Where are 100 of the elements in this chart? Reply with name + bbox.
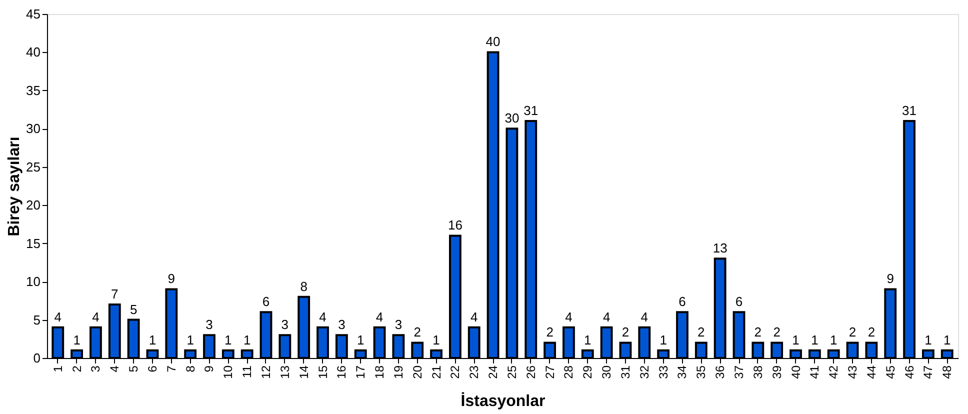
data-label: 3 (206, 317, 213, 332)
x-tick-label: 14 (296, 365, 311, 379)
y-axis-title: Birey sayıları (6, 136, 24, 236)
data-label: 4 (92, 309, 100, 324)
x-tick-label: 27 (542, 365, 557, 379)
data-label: 1 (243, 332, 251, 348)
data-label: 3 (338, 317, 346, 332)
x-tick-label: 36 (713, 365, 728, 379)
x-tick-label: 31 (618, 365, 632, 379)
x-tick-label: 12 (259, 365, 273, 379)
x-tick-label: 39 (770, 365, 784, 379)
x-tick-label: 33 (656, 365, 670, 379)
x-tick-label: 2 (70, 365, 84, 372)
x-tick-label: 26 (524, 365, 538, 379)
y-tick-label: 10 (26, 274, 40, 290)
data-label: 2 (414, 324, 421, 340)
x-tick-label: 23 (467, 365, 482, 379)
y-tick-label: 0 (33, 350, 40, 366)
x-tick-label: 35 (694, 365, 708, 379)
data-label: 2 (622, 324, 630, 340)
data-label: 6 (678, 294, 686, 310)
data-label: 1 (186, 332, 194, 348)
x-tick-label: 13 (278, 365, 292, 379)
y-tick-label: 5 (33, 312, 40, 328)
data-label: 2 (848, 324, 856, 340)
x-tick-label: 22 (448, 365, 462, 379)
x-tick-label: 30 (600, 365, 614, 379)
data-label: 2 (546, 324, 554, 340)
data-label: 3 (394, 317, 402, 332)
data-label: 4 (319, 309, 326, 324)
y-tick-label: 15 (26, 236, 40, 251)
data-label: 2 (773, 324, 780, 340)
data-label: 2 (868, 324, 876, 340)
data-label: 1 (944, 332, 951, 348)
x-tick-label: 38 (750, 365, 765, 379)
data-label: 1 (224, 332, 232, 348)
data-label: 4 (640, 309, 648, 324)
data-label: 3 (281, 317, 289, 332)
data-label: 31 (524, 103, 538, 118)
data-label: 1 (830, 332, 838, 348)
x-tick-label: 8 (183, 365, 198, 372)
data-label: 4 (54, 309, 62, 324)
x-tick-label: 42 (826, 365, 841, 379)
data-label: 1 (73, 332, 80, 348)
data-label: 7 (111, 286, 118, 302)
x-tick-label: 9 (202, 365, 216, 372)
y-tick-label: 30 (26, 121, 40, 136)
x-tick-label: 21 (429, 365, 444, 379)
x-tick-label: 34 (675, 365, 690, 379)
data-label: 4 (376, 309, 384, 324)
x-tick-label: 44 (864, 365, 878, 379)
x-tick-label: 24 (486, 365, 500, 379)
x-tick-label: 41 (808, 365, 822, 379)
x-tick-label: 17 (354, 365, 368, 379)
x-tick-label: 5 (126, 365, 141, 372)
data-label: 40 (486, 34, 500, 50)
y-tick-label: 40 (26, 44, 40, 60)
data-label: 6 (262, 294, 270, 310)
data-label: 16 (448, 218, 462, 233)
x-tick-label: 47 (921, 365, 936, 379)
data-label: 9 (886, 271, 894, 286)
data-label: 8 (300, 278, 308, 294)
data-label: 1 (924, 332, 932, 348)
data-label: 6 (735, 294, 743, 310)
data-label: 31 (902, 103, 917, 118)
data-label: 9 (168, 271, 176, 286)
x-tick-label: 10 (221, 365, 236, 379)
x-tick-label: 1 (50, 365, 65, 372)
data-label: 4 (565, 309, 572, 324)
x-tick-label: 4 (108, 365, 122, 372)
x-tick-label: 46 (902, 365, 916, 379)
data-label: 30 (504, 110, 520, 126)
data-label: 13 (712, 240, 728, 256)
data-label: 5 (130, 302, 138, 317)
x-tick-label: 18 (372, 365, 387, 379)
data-label: 1 (792, 332, 800, 348)
data-label: 1 (811, 332, 818, 348)
x-tick-label: 7 (164, 365, 178, 372)
x-tick-label: 29 (580, 365, 595, 379)
x-tick-label: 6 (145, 365, 160, 372)
data-label: 4 (602, 309, 610, 324)
x-tick-label: 20 (410, 365, 424, 379)
x-tick-label: 3 (88, 365, 103, 372)
x-tick-label: 32 (637, 365, 652, 379)
y-tick-label: 45 (26, 6, 40, 22)
x-tick-label: 37 (732, 365, 746, 379)
x-tick-label: 19 (391, 365, 406, 379)
y-tick-label: 25 (26, 159, 40, 174)
data-label: 2 (754, 324, 762, 340)
data-label: 1 (660, 332, 667, 348)
x-tick-label: 48 (940, 365, 954, 379)
data-label: 1 (584, 332, 592, 348)
data-label: 1 (148, 332, 156, 348)
x-tick-label: 40 (788, 365, 803, 379)
data-label: 4 (470, 309, 478, 324)
data-label: 1 (356, 332, 364, 348)
x-tick-label: 25 (504, 365, 519, 379)
data-label: 1 (432, 332, 440, 348)
y-tick-label: 35 (26, 82, 40, 98)
data-label: 2 (698, 324, 705, 340)
